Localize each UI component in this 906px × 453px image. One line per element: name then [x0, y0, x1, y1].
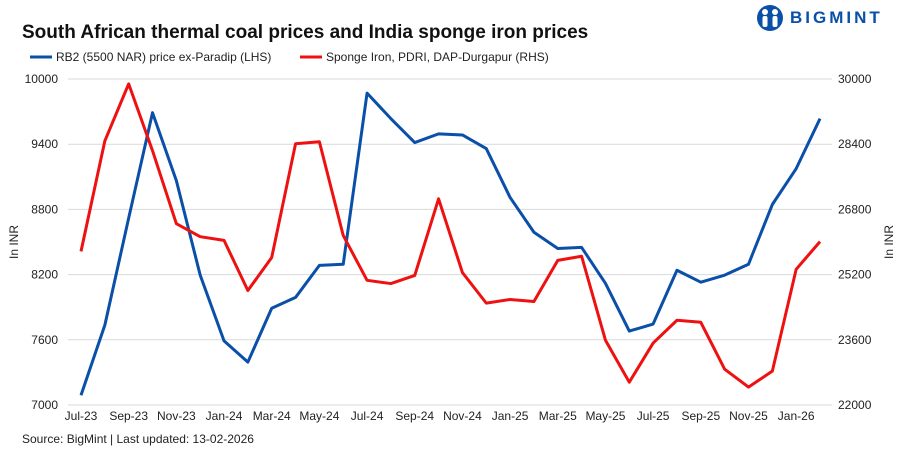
right-tick-label: 23600 — [838, 333, 872, 347]
x-tick-label: Nov-23 — [157, 409, 196, 423]
x-tick-label: Jul-24 — [351, 409, 384, 423]
right-tick-label: 26800 — [838, 202, 872, 216]
x-tick-label: Nov-24 — [443, 409, 482, 423]
x-tick-label: Jan-26 — [778, 409, 815, 423]
series-line-2 — [79, 82, 822, 389]
right-tick-label: 30000 — [838, 72, 872, 86]
left-tick-label: 8800 — [31, 202, 58, 216]
right-tick-label: 22000 — [838, 398, 872, 412]
x-tick-label: Sep-23 — [109, 409, 148, 423]
x-tick-label: Sep-24 — [395, 409, 434, 423]
right-axis-title: In INR — [882, 225, 896, 259]
x-tick-label: Jan-24 — [206, 409, 243, 423]
bigmint-logo: BIGMINT — [756, 4, 883, 32]
left-tick-label: 10000 — [25, 72, 59, 86]
x-tick-label: May-24 — [299, 409, 339, 423]
x-tick-label: May-25 — [585, 409, 625, 423]
x-tick-label: Jul-25 — [637, 409, 670, 423]
left-tick-label: 9400 — [31, 137, 58, 151]
legend-label: RB2 (5500 NAR) price ex-Paradip (LHS) — [56, 50, 271, 64]
x-tick-label: Mar-25 — [539, 409, 577, 423]
source-note: Source: BigMint | Last updated: 13-02-20… — [22, 432, 254, 446]
right-tick-label: 25200 — [838, 268, 872, 282]
logo-text: BIGMINT — [790, 8, 883, 27]
x-tick-label: Jan-25 — [492, 409, 529, 423]
x-tick-label: Sep-25 — [681, 409, 720, 423]
chart-title: South African thermal coal prices and In… — [22, 22, 589, 43]
left-tick-label: 7000 — [31, 398, 58, 412]
left-tick-label: 8200 — [31, 268, 58, 282]
legend-label: Sponge Iron, PDRI, DAP-Durgapur (RHS) — [326, 50, 549, 64]
series-line-1 — [79, 91, 822, 396]
left-axis-title: In INR — [7, 225, 21, 259]
x-tick-label: Nov-25 — [729, 409, 768, 423]
logo-icon — [757, 5, 783, 31]
left-tick-label: 7600 — [31, 333, 58, 347]
x-tick-label: Mar-24 — [253, 409, 291, 423]
right-tick-label: 28400 — [838, 137, 872, 151]
x-tick-label: Jul-23 — [65, 409, 98, 423]
